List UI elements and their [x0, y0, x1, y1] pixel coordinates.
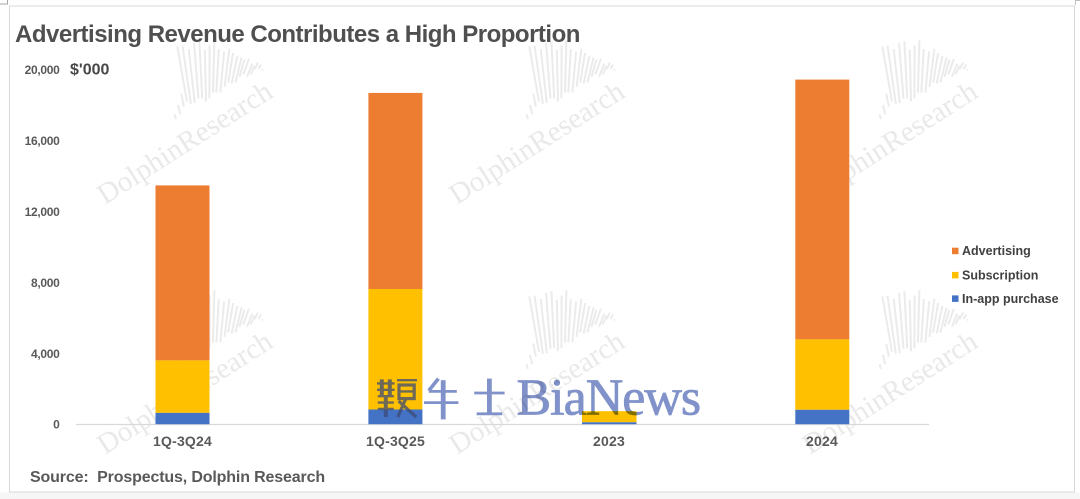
svg-text:8,000: 8,000: [31, 276, 60, 290]
svg-text:20,000: 20,000: [25, 63, 61, 77]
svg-text:Source: Prospectus, Dolphin R: Source: Prospectus, Dolphin Research: [30, 469, 325, 486]
svg-text:16,000: 16,000: [25, 134, 61, 148]
svg-text:$'000: $'000: [70, 61, 110, 78]
svg-text:4,000: 4,000: [31, 347, 60, 361]
svg-text:1Q-3Q25: 1Q-3Q25: [366, 433, 425, 449]
svg-text:Advertising: Advertising: [962, 244, 1031, 258]
svg-text:2024: 2024: [806, 433, 838, 449]
svg-text:2023: 2023: [593, 433, 625, 449]
svg-text:1Q-3Q24: 1Q-3Q24: [153, 433, 212, 449]
svg-text:Advertising Revenue Contribute: Advertising Revenue Contributes a High P…: [15, 21, 580, 48]
svg-text:12,000: 12,000: [25, 205, 61, 219]
svg-text:0: 0: [53, 418, 60, 432]
svg-text:BiaNews: BiaNews: [517, 370, 701, 427]
svg-text:In-app purchase: In-app purchase: [962, 292, 1059, 306]
svg-text:Subscription: Subscription: [962, 268, 1038, 282]
